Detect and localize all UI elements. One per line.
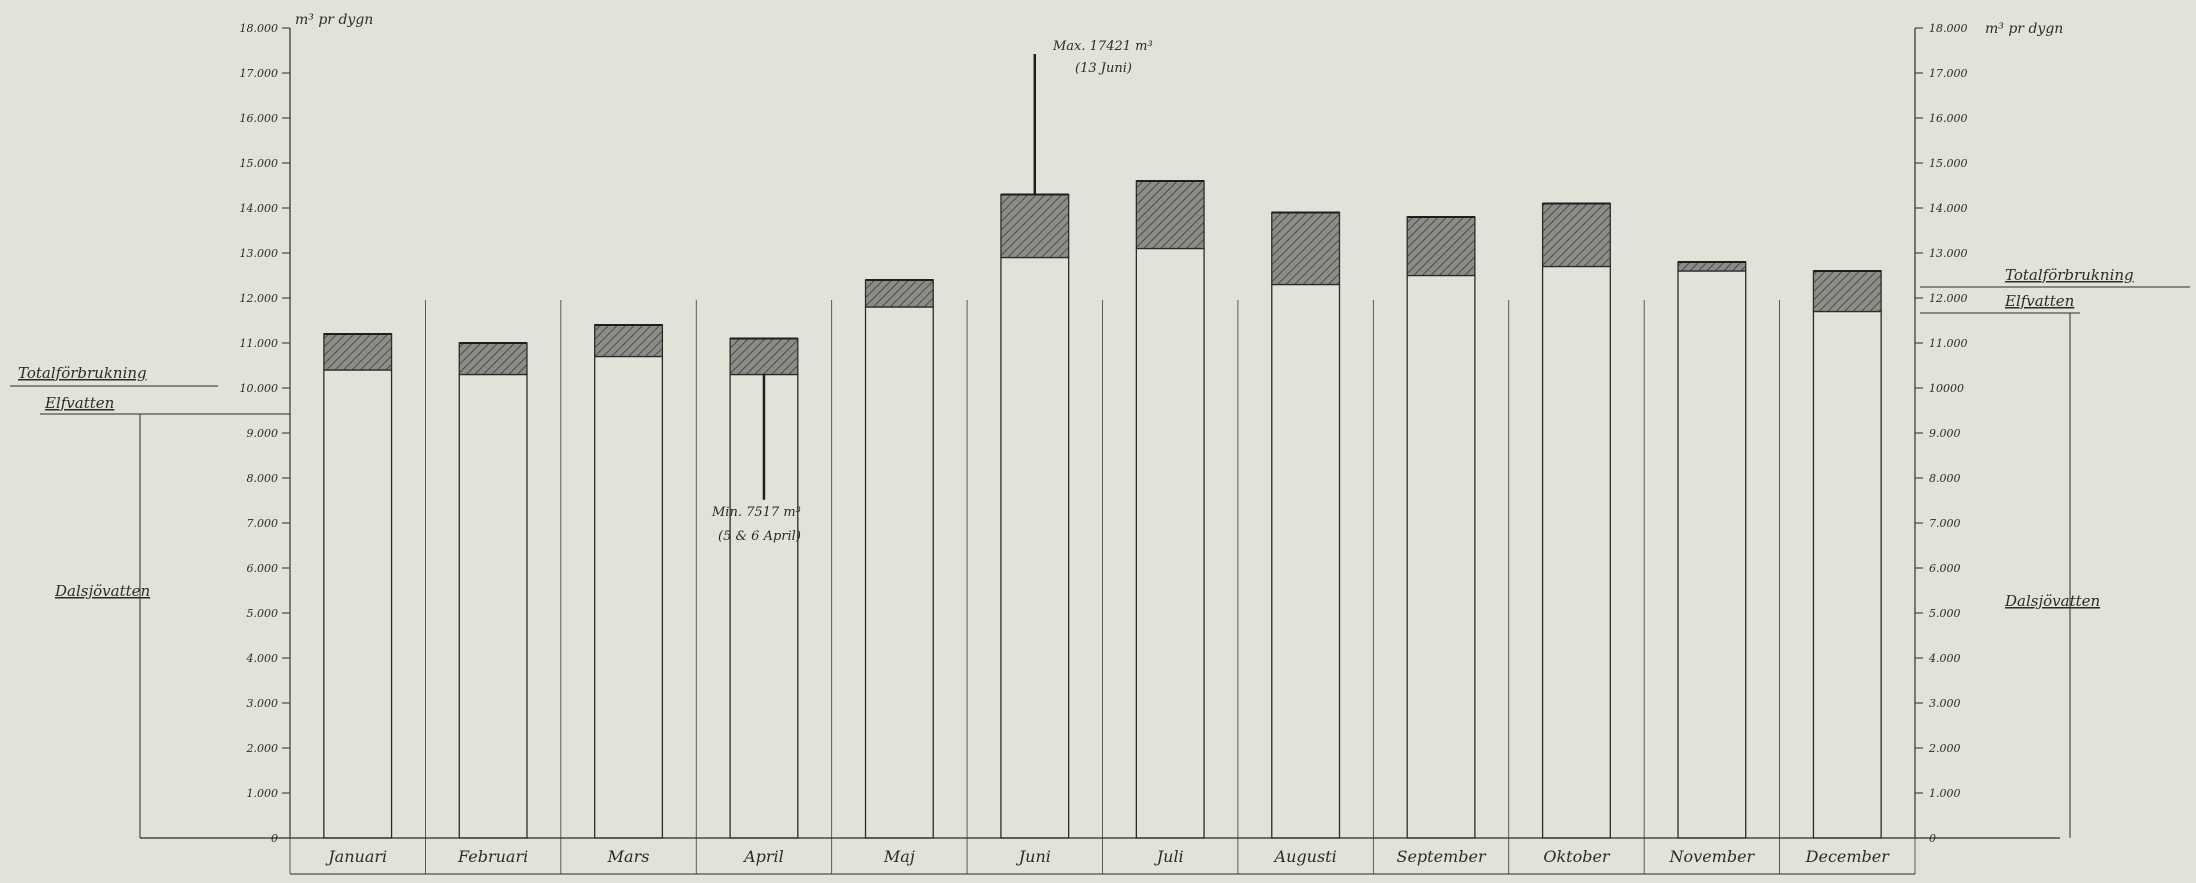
dalsjovatten-bar [458,342,528,376]
month-label: Maj [883,847,915,866]
dalsjovatten-bar [323,333,393,371]
min-annotation-line1: Min. 7517 m³ [711,505,801,520]
left-label-elf: Elfvatten [44,394,114,412]
elfvatten-bar [1406,274,1476,839]
month-label: September [1396,847,1486,866]
right-label-elf: Elfvatten [2004,292,2074,310]
dalsjovatten-bar [1677,261,1747,272]
right-label-dalsjo: Dalsjövatten [2004,592,2100,610]
left-tick-label: 6.000 [247,562,279,575]
right-tick-label: 14.000 [1929,202,1968,215]
right-legend: Totalförbrukning Elfvatten Dalsjövatten [1920,266,2190,838]
right-tick-label: 11.000 [1929,337,1968,350]
elfvatten-bar [323,369,393,839]
left-tick-label: 4.000 [246,652,279,665]
left-tick-label: 2.000 [246,742,279,755]
right-tick-label: 15.000 [1929,157,1968,170]
month-label: November [1669,847,1756,866]
dalsjovatten-bar [1541,202,1611,268]
month-label: Juni [1016,847,1051,866]
elfvatten-bar [594,355,664,839]
right-axis: 01.0002.0003.0004.0005.0006.0007.0008.00… [1914,21,2063,845]
month-label: December [1805,847,1891,866]
dalsjovatten-bar [1135,180,1205,250]
right-tick-label: 13.000 [1929,247,1968,260]
right-tick-label: 7.000 [1929,517,1961,530]
month-label: Januari [325,847,387,866]
left-tick-label: 15.000 [240,157,279,170]
right-tick-label: 8.000 [1929,472,1961,485]
elfvatten-bar [1135,247,1205,839]
right-tick-label: 12.000 [1929,292,1968,305]
right-tick-label: 18.000 [1929,22,1968,35]
right-tick-label: 3.000 [1929,697,1961,710]
bars-layer [323,54,1882,839]
left-legend: Totalförbrukning Elfvatten Dalsjövatten [10,364,290,838]
left-tick-label: 10.000 [240,382,279,395]
elfvatten-bar [1677,270,1747,839]
left-unit-label: m³ pr dygn [295,12,373,28]
elfvatten-bar [1541,265,1611,839]
month-label: Februari [457,847,528,866]
left-tick-label: 18.000 [240,22,279,35]
elfvatten-bar [1812,310,1882,839]
left-tick-label: 17.000 [240,67,279,80]
month-label: Oktober [1543,847,1611,866]
left-tick-label: 8.000 [247,472,279,485]
right-tick-label: 4.000 [1928,652,1961,665]
left-axis: 01.0002.0003.0004.0005.0006.0007.0008.00… [240,12,374,845]
left-tick-label: 14.000 [240,202,279,215]
left-label-total: Totalförbrukning [18,364,147,382]
elfvatten-bar [458,373,528,839]
month-label: April [742,847,784,866]
left-tick-label: 16.000 [240,112,279,125]
right-tick-label: 9.000 [1929,427,1961,440]
right-tick-label: 16.000 [1929,112,1968,125]
month-label: Augusti [1273,847,1337,866]
dalsjovatten-bar [594,324,664,358]
left-tick-label: 13.000 [240,247,279,260]
left-tick-label: 5.000 [247,607,279,620]
left-tick-label: 11.000 [240,337,279,350]
right-unit-label: m³ pr dygn [1985,21,2063,37]
x-axis: Januari Februari Mars April Maj Juni Juli Augus… [140,300,2060,875]
dalsjovatten-bar [1271,211,1341,286]
dalsjovatten-bar [729,337,799,376]
min-annotation-line2: (5 & 6 April) [718,529,801,544]
left-tick-label: 1.000 [247,787,279,800]
right-tick-label: 6.000 [1929,562,1961,575]
right-label-total: Totalförbrukning [2005,266,2134,284]
left-tick-label: 12.000 [240,292,279,305]
elfvatten-bar [1271,283,1341,839]
left-label-dalsjo: Dalsjövatten [54,582,150,600]
right-tick-label: 5.000 [1929,607,1961,620]
right-tick-label: 10000 [1929,382,1964,395]
right-tick-label: 2.000 [1928,742,1961,755]
max-annotation-line1: Max. 17421 m³ [1052,39,1153,54]
month-label: Mars [607,847,650,866]
elfvatten-bar [1000,256,1070,839]
month-label: Juli [1154,847,1184,866]
dalsjovatten-bar [1812,270,1882,313]
left-tick-label: 3.000 [247,697,279,710]
dalsjovatten-bar [1000,193,1070,259]
right-tick-label: 17.000 [1929,67,1968,80]
dalsjovatten-bar [1406,216,1476,277]
left-tick-label: 7.000 [247,517,279,530]
left-tick-label: 9.000 [247,427,279,440]
min-annotation: Min. 7517 m³ (5 & 6 April) [711,505,801,544]
elfvatten-bar [864,306,934,839]
max-annotation-line2: (13 Juni) [1075,61,1132,76]
max-annotation: Max. 17421 m³ (13 Juni) [1052,39,1153,76]
dalsjovatten-bar [864,279,934,308]
right-tick-label: 1.000 [1929,787,1961,800]
